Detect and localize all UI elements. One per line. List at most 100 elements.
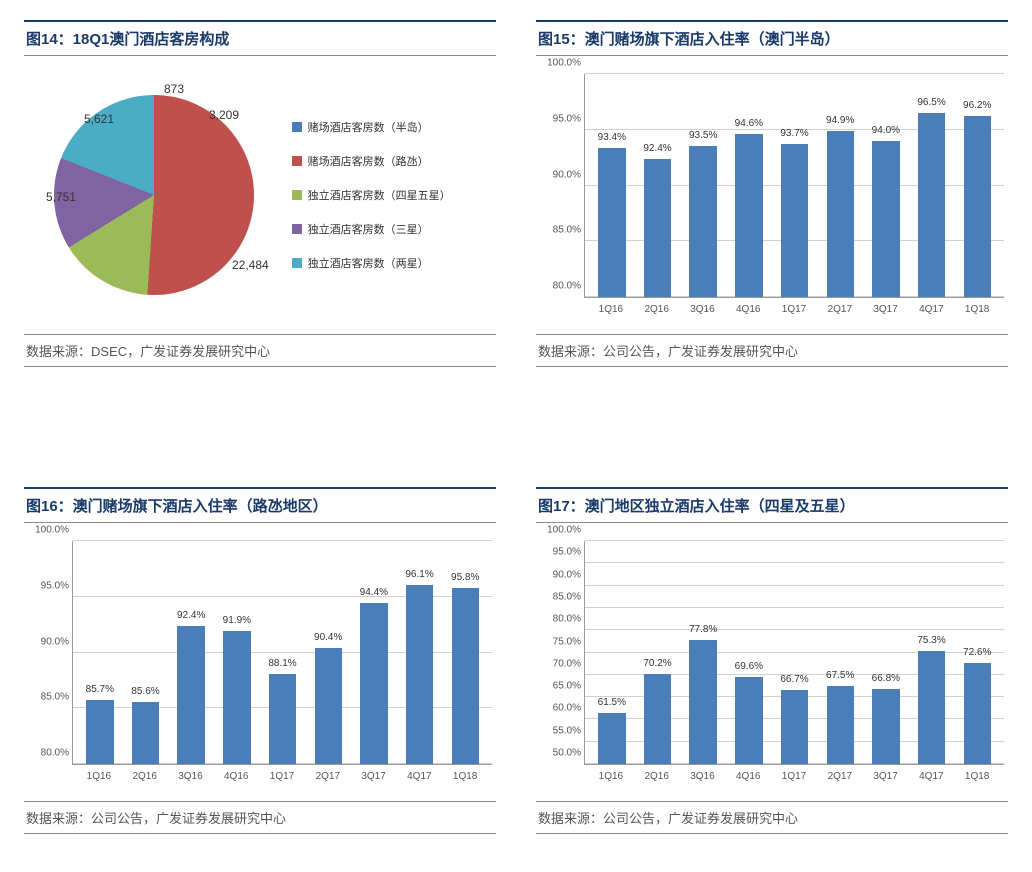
y-axis-label: 90.0% (537, 569, 581, 580)
x-axis-label: 1Q17 (771, 300, 817, 320)
panel-15: 图15：澳门赌场旗下酒店入住率（澳门半岛） 80.0%85.0%90.0%95.… (536, 20, 1008, 367)
bar-value-label: 94.6% (735, 118, 763, 129)
x-axis-label: 1Q17 (259, 767, 305, 787)
x-axis-label: 3Q17 (863, 767, 909, 787)
bar-value-label: 93.4% (598, 132, 626, 143)
bar-value-label: 92.4% (177, 610, 205, 621)
y-axis-label: 90.0% (25, 636, 69, 647)
bar-value-label: 85.6% (131, 686, 159, 697)
x-axis-label: 2Q17 (817, 300, 863, 320)
legend-label: 赌场酒店客房数（半岛） (308, 119, 429, 135)
bar-value-label: 94.0% (872, 125, 900, 136)
bar: 88.1% (269, 674, 296, 764)
bar-slot: 93.5% (680, 74, 726, 297)
bar-slot: 95.8% (442, 541, 488, 764)
x-axis-label: 3Q17 (351, 767, 397, 787)
bar-value-label: 75.3% (917, 635, 945, 646)
panel-title: 图15：澳门赌场旗下酒店入住率（澳门半岛） (536, 20, 1008, 56)
pie-slice-label: 3,209 (209, 108, 239, 122)
panel-source: 数据来源：公司公告，广发证券发展研究中心 (24, 801, 496, 834)
legend-swatch (292, 122, 302, 132)
bar-value-label: 70.2% (643, 658, 671, 669)
bar-slot: 67.5% (817, 541, 863, 764)
x-axis-label: 4Q17 (908, 300, 954, 320)
y-axis-label: 100.0% (537, 58, 581, 69)
bar-slot: 94.9% (817, 74, 863, 297)
pie-chart: 3,20922,4845,7515,621873 赌场酒店客房数（半岛）赌场酒店… (24, 70, 496, 320)
bar-slot: 91.9% (214, 541, 260, 764)
chart-grid: 图14：18Q1澳门酒店客房构成 3,20922,4845,7515,62187… (24, 20, 1008, 834)
y-axis-label: 60.0% (537, 703, 581, 714)
y-axis-label: 80.0% (537, 614, 581, 625)
legend-label: 赌场酒店客房数（路氹） (308, 153, 429, 169)
panel-source: 数据来源：公司公告，广发证券发展研究中心 (536, 801, 1008, 834)
bar-value-label: 96.2% (963, 100, 991, 111)
x-axis-label: 1Q16 (588, 767, 634, 787)
bar-value-label: 61.5% (598, 697, 626, 708)
bar: 96.5% (918, 113, 945, 297)
bar: 91.9% (223, 631, 250, 764)
bar-slot: 90.4% (305, 541, 351, 764)
y-axis-label: 55.0% (537, 725, 581, 736)
y-axis-label: 65.0% (537, 681, 581, 692)
x-axis-label: 1Q18 (442, 767, 488, 787)
bar-value-label: 66.8% (872, 673, 900, 684)
bar-slot: 94.6% (726, 74, 772, 297)
bar: 93.5% (689, 146, 716, 297)
legend-label: 独立酒店客房数（四星五星） (308, 187, 451, 203)
x-axis-label: 3Q16 (168, 767, 214, 787)
legend-swatch (292, 190, 302, 200)
x-axis-labels: 1Q162Q163Q164Q161Q172Q173Q174Q171Q18 (72, 767, 492, 787)
bar: 96.1% (406, 585, 433, 765)
bar: 94.0% (872, 141, 899, 297)
bar: 90.4% (315, 648, 342, 764)
y-axis-label: 85.0% (537, 225, 581, 236)
bar: 77.8% (689, 640, 716, 764)
bars-row: 93.4%92.4%93.5%94.6%93.7%94.9%94.0%96.5%… (585, 74, 1004, 297)
y-axis-label: 95.0% (25, 580, 69, 591)
bar-value-label: 85.7% (86, 684, 114, 695)
bar-value-label: 96.1% (405, 569, 433, 580)
bar: 95.8% (452, 588, 479, 764)
bar-value-label: 67.5% (826, 670, 854, 681)
legend-item: 独立酒店客房数（两星） (292, 255, 496, 271)
y-axis-label: 75.0% (537, 636, 581, 647)
bar-value-label: 91.9% (223, 615, 251, 626)
bar: 93.7% (781, 144, 808, 297)
bar-value-label: 93.7% (780, 128, 808, 139)
bar-value-label: 88.1% (268, 658, 296, 669)
y-axis-label: 50.0% (537, 748, 581, 759)
bar: 66.8% (872, 689, 899, 764)
y-axis-label: 85.0% (537, 591, 581, 602)
bar-slot: 66.7% (772, 541, 818, 764)
bar: 94.6% (735, 134, 762, 297)
legend-swatch (292, 258, 302, 268)
legend-item: 赌场酒店客房数（半岛） (292, 119, 496, 135)
panel-14: 图14：18Q1澳门酒店客房构成 3,20922,4845,7515,62187… (24, 20, 496, 367)
x-axis-label: 3Q17 (863, 300, 909, 320)
bar-slot: 69.6% (726, 541, 772, 764)
bar-slot: 77.8% (680, 541, 726, 764)
bar-slot: 61.5% (589, 541, 635, 764)
bar-slot: 96.5% (909, 74, 955, 297)
y-axis-label: 70.0% (537, 658, 581, 669)
panel-title: 图14：18Q1澳门酒店客房构成 (24, 20, 496, 56)
plot-area: 50.0%55.0%60.0%65.0%70.0%75.0%80.0%85.0%… (584, 541, 1004, 765)
plot-area: 80.0%85.0%90.0%95.0%100.0%93.4%92.4%93.5… (584, 74, 1004, 298)
bar: 69.6% (735, 677, 762, 764)
bar-slot: 96.1% (397, 541, 443, 764)
panel-title: 图16：澳门赌场旗下酒店入住率（路氹地区） (24, 487, 496, 523)
bar: 92.4% (177, 626, 204, 764)
x-axis-label: 2Q17 (305, 767, 351, 787)
x-axis-label: 1Q18 (954, 767, 1000, 787)
y-axis-label: 80.0% (25, 748, 69, 759)
x-axis-label: 2Q16 (634, 300, 680, 320)
y-axis-label: 95.0% (537, 547, 581, 558)
x-axis-label: 3Q16 (680, 300, 726, 320)
bar-slot: 96.2% (954, 74, 1000, 297)
x-axis-label: 1Q16 (76, 767, 122, 787)
bar-value-label: 69.6% (735, 661, 763, 672)
bar-value-label: 96.5% (917, 97, 945, 108)
y-axis-label: 80.0% (537, 281, 581, 292)
bars-row: 61.5% 70.2% 77.8% 69.6% 66.7% 67.5% 66.8% 75.3%… (585, 541, 1004, 764)
